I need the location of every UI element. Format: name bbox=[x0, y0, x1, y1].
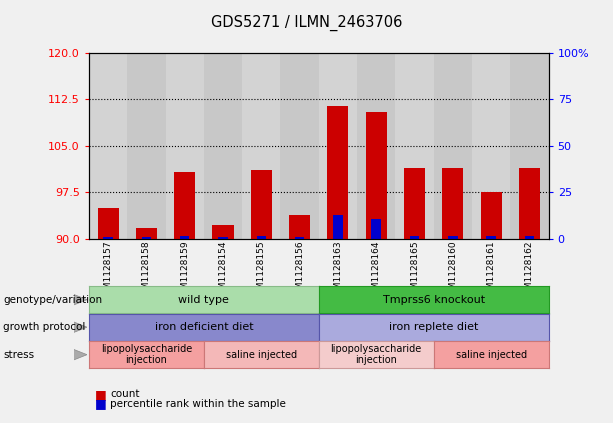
Text: ■: ■ bbox=[95, 398, 107, 410]
Bar bbox=[333, 215, 343, 239]
Bar bbox=[89, 53, 128, 239]
Text: iron deficient diet: iron deficient diet bbox=[154, 322, 253, 332]
Bar bbox=[472, 53, 510, 239]
Bar bbox=[409, 236, 419, 239]
Bar bbox=[218, 237, 228, 239]
Bar bbox=[166, 53, 204, 239]
Bar bbox=[404, 168, 425, 239]
Text: saline injected: saline injected bbox=[455, 350, 527, 360]
Bar bbox=[289, 215, 310, 239]
Text: growth protocol: growth protocol bbox=[3, 322, 85, 332]
Bar bbox=[295, 237, 305, 239]
Bar bbox=[242, 53, 281, 239]
Bar bbox=[357, 53, 395, 239]
Bar bbox=[251, 170, 272, 239]
Text: stress: stress bbox=[3, 350, 34, 360]
Bar bbox=[136, 228, 157, 239]
Text: percentile rank within the sample: percentile rank within the sample bbox=[110, 399, 286, 409]
Text: count: count bbox=[110, 389, 140, 399]
Text: GDS5271 / ILMN_2463706: GDS5271 / ILMN_2463706 bbox=[211, 15, 402, 31]
Bar bbox=[174, 172, 195, 239]
Bar bbox=[180, 236, 189, 239]
Polygon shape bbox=[74, 349, 87, 360]
Bar bbox=[327, 106, 348, 239]
Text: lipopolysaccharide
injection: lipopolysaccharide injection bbox=[330, 344, 422, 365]
Bar bbox=[319, 53, 357, 239]
Bar bbox=[371, 219, 381, 239]
Text: genotype/variation: genotype/variation bbox=[3, 295, 102, 305]
Polygon shape bbox=[74, 322, 87, 332]
Bar bbox=[103, 237, 113, 239]
Polygon shape bbox=[74, 294, 87, 305]
Bar bbox=[481, 192, 501, 239]
Bar bbox=[366, 112, 387, 239]
Text: Tmprss6 knockout: Tmprss6 knockout bbox=[383, 295, 485, 305]
Bar bbox=[443, 168, 463, 239]
Text: wild type: wild type bbox=[178, 295, 229, 305]
Bar bbox=[486, 236, 496, 239]
Bar bbox=[525, 236, 535, 239]
Bar bbox=[97, 208, 118, 239]
Bar bbox=[434, 53, 472, 239]
Text: iron replete diet: iron replete diet bbox=[389, 322, 478, 332]
Text: ■: ■ bbox=[95, 388, 107, 401]
Bar bbox=[213, 225, 234, 239]
Bar bbox=[510, 53, 549, 239]
Bar bbox=[142, 237, 151, 239]
Bar bbox=[204, 53, 242, 239]
Bar bbox=[256, 236, 266, 239]
Bar bbox=[395, 53, 434, 239]
Text: lipopolysaccharide
injection: lipopolysaccharide injection bbox=[101, 344, 192, 365]
Bar bbox=[519, 168, 540, 239]
Text: saline injected: saline injected bbox=[226, 350, 297, 360]
Bar bbox=[128, 53, 166, 239]
Bar bbox=[281, 53, 319, 239]
Bar bbox=[448, 236, 458, 239]
